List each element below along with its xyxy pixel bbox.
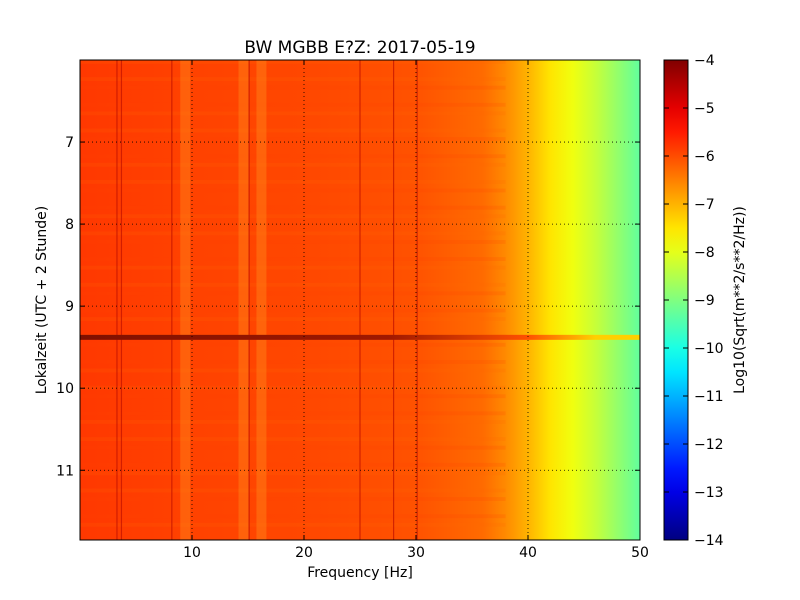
- time-window-row: [80, 257, 506, 261]
- spectrogram-heatmap: [80, 60, 640, 540]
- time-window-row: [80, 111, 506, 116]
- time-window-row: [80, 214, 506, 219]
- colorbar-tick-label: −14: [694, 533, 724, 549]
- time-window-row: [80, 282, 506, 287]
- time-window-row: [80, 488, 506, 493]
- time-window-row: [80, 385, 506, 390]
- colorbar-tick-label: −12: [694, 437, 724, 453]
- y-tick-label: 7: [65, 135, 74, 151]
- time-window-row: [80, 231, 506, 236]
- time-window-row: [80, 188, 506, 193]
- x-tick-label: 50: [631, 545, 649, 561]
- time-window-row: [80, 77, 506, 81]
- y-tick-label: 10: [56, 381, 74, 397]
- time-window-row: [80, 137, 506, 141]
- x-tick-label: 10: [183, 545, 201, 561]
- grid-lines: [80, 60, 640, 540]
- y-tick-label: 8: [65, 217, 74, 233]
- time-window-row: [80, 445, 506, 450]
- time-window-row: [80, 342, 506, 347]
- colorbar-tick-label: −11: [694, 389, 724, 405]
- time-window-row: [80, 205, 506, 210]
- x-axis-label: Frequency [Hz]: [307, 565, 413, 581]
- time-window-row: [80, 162, 506, 167]
- colorbar-tick-label: −9: [694, 293, 715, 309]
- time-window-row: [80, 437, 506, 441]
- y-axis-label: Lokalzeit (UTC + 2 Stunde): [34, 206, 50, 395]
- plot-frame: [79, 59, 641, 541]
- bright-frequency-band: [180, 60, 191, 540]
- time-window-row: [80, 368, 506, 373]
- x-tick-label: 20: [295, 545, 313, 561]
- time-window-row: [80, 265, 506, 270]
- bright-frequency-band: [238, 60, 249, 540]
- colorbar-tick-label: −13: [694, 485, 724, 501]
- x-axis-ticks: 10 20 30 40 50: [183, 60, 649, 561]
- broadband-event-band: [80, 334, 640, 340]
- time-window-row: [80, 102, 506, 107]
- colorbar-ticks: −4 −5 −6 −7 −8 −9 −10 −11 −12 −13 −14: [664, 53, 724, 549]
- time-window-row: [80, 317, 506, 321]
- y-axis-ticks: 7 8 9 10 11: [56, 135, 640, 479]
- colorbar-tick-label: −10: [694, 341, 724, 357]
- time-window-row: [80, 85, 506, 90]
- time-window-row: [80, 360, 506, 364]
- time-window-row: [80, 394, 506, 399]
- colorbar-label: Log10(Sqrt(m**2/s**2/Hz)): [732, 206, 748, 394]
- time-window-row: [80, 291, 506, 296]
- time-window-row: [80, 471, 506, 476]
- time-window-row: [80, 128, 506, 133]
- time-window-row: [80, 240, 506, 244]
- colorbar-tick-label: −4: [694, 53, 715, 69]
- x-tick-label: 40: [519, 545, 537, 561]
- colorbar-tick-label: −8: [694, 245, 715, 261]
- y-tick-label: 9: [65, 299, 74, 315]
- time-window-row: [80, 420, 506, 424]
- colorbar-tick-label: −6: [694, 149, 715, 165]
- time-window-row: [80, 60, 506, 64]
- colorbar-tick-label: −5: [694, 101, 715, 117]
- y-tick-label: 11: [56, 463, 74, 479]
- time-window-row: [80, 180, 506, 184]
- time-window-row: [80, 308, 506, 313]
- chart-title: BW MGBB E?Z: 2017-05-19: [244, 38, 475, 58]
- time-window-row: [80, 522, 506, 527]
- colorbar-tick-label: −7: [694, 197, 715, 213]
- time-window-row: [80, 514, 506, 519]
- time-window-row: [80, 411, 506, 416]
- time-window-row: [80, 462, 506, 467]
- x-tick-label: 30: [407, 545, 425, 561]
- time-window-row: [80, 497, 506, 501]
- time-window-row: [80, 154, 506, 159]
- bright-frequency-band: [256, 60, 267, 540]
